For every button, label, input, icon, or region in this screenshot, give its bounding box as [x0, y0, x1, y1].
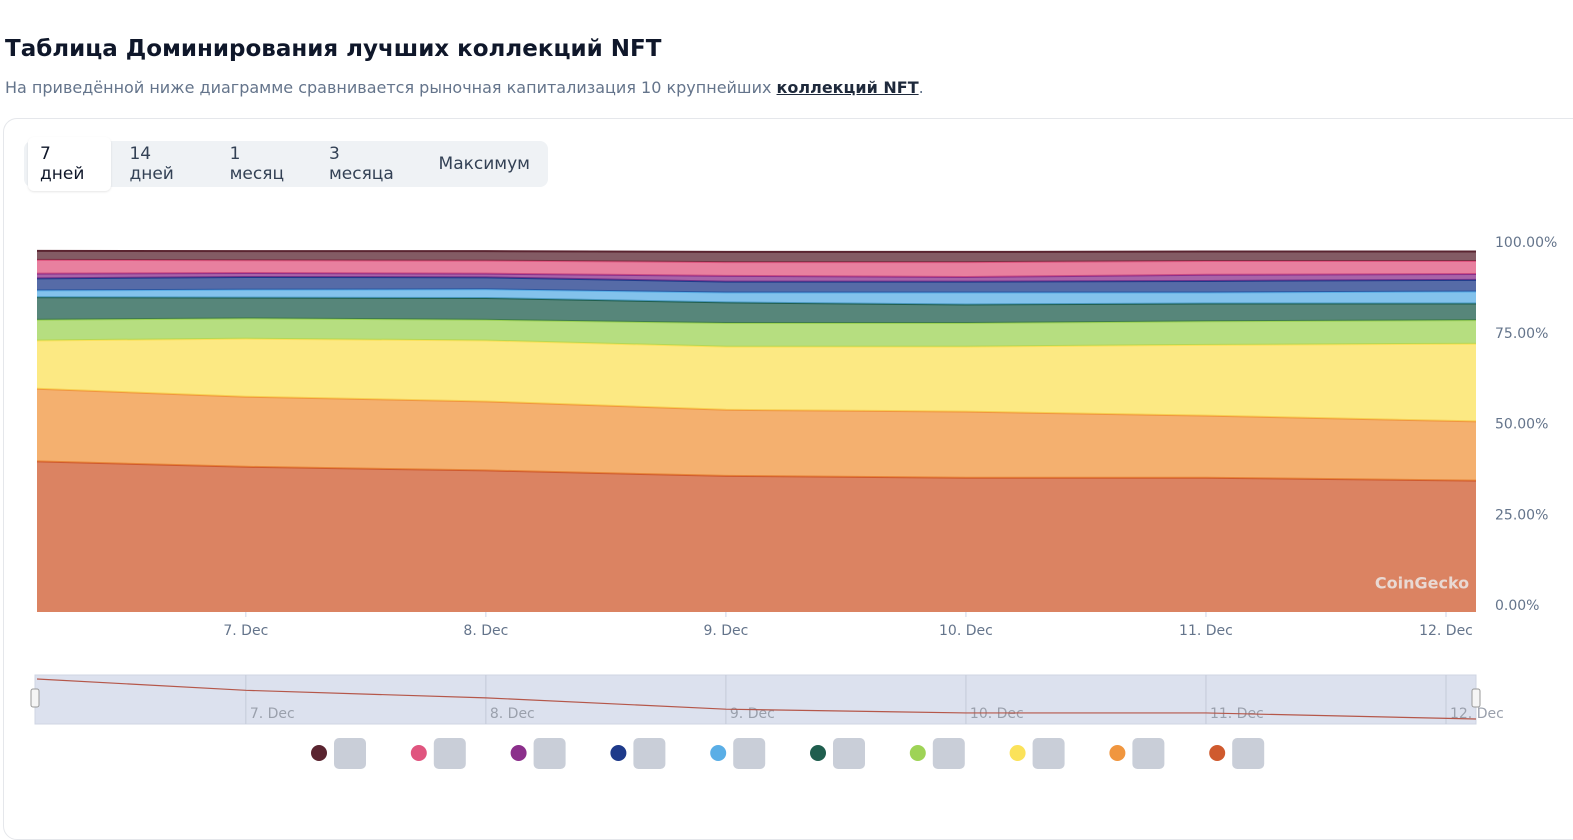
area [37, 318, 1476, 347]
tab[interactable]: 3 месяца [328, 144, 394, 184]
legend-icon [833, 738, 865, 769]
chart: CoinGecko 0.00% 25.00% 50.00% 75.00% 100.00%… [30, 235, 1557, 769]
area [37, 461, 1476, 612]
legend-dot [311, 745, 327, 761]
legend-icon [1132, 738, 1165, 769]
legend-icon [633, 738, 666, 769]
navigator-line [36, 678, 1477, 720]
areas [36, 249, 1477, 612]
x-tick-label: 11. Dec [1179, 623, 1233, 639]
area [37, 250, 1476, 263]
legend-icon [1032, 738, 1065, 769]
legend-dot [810, 745, 826, 761]
legend-icon [334, 738, 366, 769]
legend-dot [1209, 745, 1226, 761]
x-tick-label: 7. Dec [223, 623, 268, 639]
y-tick-label: 100.00% [1495, 235, 1557, 251]
subtitle-end: . [918, 78, 924, 97]
tabs: 7 дней 14 дней 1 месяц 3 месяца Максимум [24, 137, 548, 191]
legend-dot [610, 745, 627, 761]
x-tick-label: 9. Dec [703, 623, 748, 639]
area [37, 276, 1476, 293]
legend-dot [410, 745, 427, 761]
x-tick-label: 10. Dec [939, 623, 993, 639]
y-tick-label: 75.00% [1495, 326, 1548, 342]
area [37, 272, 1476, 282]
legend-icon [1232, 738, 1265, 769]
y-tick-label: 25.00% [1495, 507, 1548, 523]
watermark: CoinGecko [1375, 574, 1469, 593]
area-line [36, 249, 1476, 253]
area [37, 338, 1476, 422]
legend-icon [932, 738, 965, 769]
x-tick-label: 8. Dec [463, 623, 508, 639]
navigator-label: 7. Dec [250, 706, 295, 722]
legend-icon [433, 738, 466, 769]
navigator-handle [1471, 688, 1481, 708]
legend-dot [710, 745, 727, 761]
tab[interactable]: 1 месяц [229, 144, 285, 184]
subtitle: На приведённой ниже диаграмме сравнивает… [5, 78, 924, 97]
y-tick-label: 0.00% [1495, 598, 1539, 614]
legend-dot [1109, 745, 1126, 761]
navigator [34, 674, 1477, 725]
legend-icon [733, 738, 766, 769]
navigator-label: 9. Dec [730, 706, 775, 722]
legend-dot [510, 745, 527, 761]
area [37, 297, 1476, 324]
title: Таблица Доминирования лучших коллекций N… [5, 36, 662, 62]
navigator-label: 8. Dec [490, 706, 535, 722]
tab[interactable]: Максимум [438, 154, 530, 174]
page: Таблица Доминирования лучших коллекций N… [3, 36, 1573, 840]
legend-icon [533, 738, 566, 769]
x-tick-label: 12. Dec [1419, 623, 1473, 639]
navigator-label: 12. Dec [1450, 706, 1504, 722]
navigator-handle [30, 688, 40, 708]
navigator-label: 10. Dec [970, 706, 1024, 722]
legend-dot [1009, 745, 1026, 761]
tab[interactable]: 7 дней [28, 137, 112, 191]
tab[interactable]: 14 дней [129, 144, 174, 184]
y-tick-label: 50.00% [1495, 417, 1548, 433]
subtitle-link[interactable]: коллекций NFT [776, 78, 919, 97]
subtitle-text: На приведённой ниже диаграмме сравнивает… [5, 78, 777, 97]
legend-dot [909, 745, 926, 761]
area [37, 388, 1476, 481]
area [37, 259, 1476, 277]
